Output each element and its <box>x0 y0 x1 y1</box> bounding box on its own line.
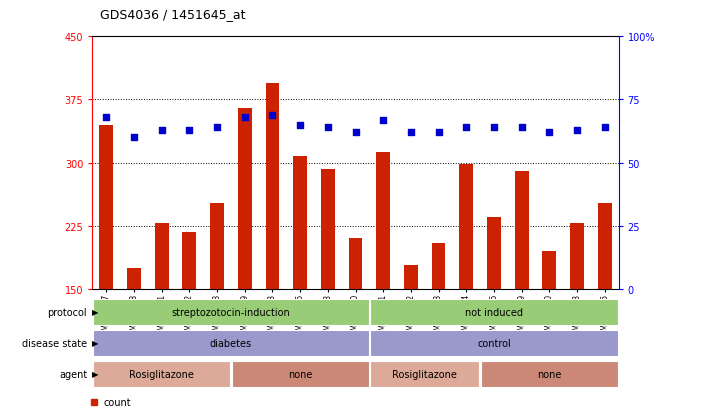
Point <box>599 125 611 131</box>
Bar <box>432 243 446 289</box>
Bar <box>487 218 501 289</box>
Bar <box>127 268 141 289</box>
Text: GDS4036 / 1451645_at: GDS4036 / 1451645_at <box>100 8 245 21</box>
Bar <box>321 170 335 289</box>
Bar <box>570 223 584 289</box>
Point <box>378 117 389 123</box>
FancyBboxPatch shape <box>93 330 368 356</box>
Text: Rosiglitazone: Rosiglitazone <box>129 369 194 379</box>
Text: Rosiglitazone: Rosiglitazone <box>392 369 457 379</box>
Bar <box>542 251 556 289</box>
Point <box>322 125 333 131</box>
Point <box>267 112 278 119</box>
FancyBboxPatch shape <box>93 299 368 325</box>
Text: diabetes: diabetes <box>210 338 252 348</box>
Point <box>544 130 555 136</box>
FancyBboxPatch shape <box>370 299 618 325</box>
Bar <box>237 109 252 289</box>
Point <box>128 135 139 141</box>
Bar <box>100 125 113 289</box>
FancyBboxPatch shape <box>232 361 368 387</box>
Text: disease state: disease state <box>22 338 87 348</box>
Point <box>516 125 528 131</box>
FancyBboxPatch shape <box>370 361 479 387</box>
Point <box>294 122 306 128</box>
Point <box>350 130 361 136</box>
Bar <box>459 165 474 289</box>
Bar <box>265 83 279 289</box>
Text: ▶: ▶ <box>92 369 99 378</box>
Bar <box>210 204 224 289</box>
FancyBboxPatch shape <box>481 361 618 387</box>
Point <box>183 127 195 134</box>
Text: none: none <box>288 369 312 379</box>
Text: ▶: ▶ <box>92 307 99 316</box>
Point <box>572 127 583 134</box>
Text: ▶: ▶ <box>92 338 99 347</box>
Text: agent: agent <box>59 369 87 379</box>
Point <box>433 130 444 136</box>
Bar <box>293 157 307 289</box>
Text: count: count <box>103 396 131 407</box>
Point <box>211 125 223 131</box>
Point <box>488 125 500 131</box>
Bar <box>183 232 196 289</box>
Bar <box>404 266 418 289</box>
Point <box>239 114 250 121</box>
Bar <box>376 153 390 289</box>
FancyBboxPatch shape <box>93 361 230 387</box>
Bar <box>348 239 363 289</box>
Point <box>461 125 472 131</box>
Text: protocol: protocol <box>48 307 87 317</box>
Text: streptozotocin-induction: streptozotocin-induction <box>171 307 290 317</box>
Point <box>156 127 167 134</box>
Text: not induced: not induced <box>465 307 523 317</box>
Bar <box>598 204 611 289</box>
Text: control: control <box>477 338 510 348</box>
FancyBboxPatch shape <box>370 330 618 356</box>
Point <box>100 114 112 121</box>
Text: none: none <box>537 369 562 379</box>
Bar <box>155 223 169 289</box>
Point <box>405 130 417 136</box>
Bar <box>515 171 528 289</box>
